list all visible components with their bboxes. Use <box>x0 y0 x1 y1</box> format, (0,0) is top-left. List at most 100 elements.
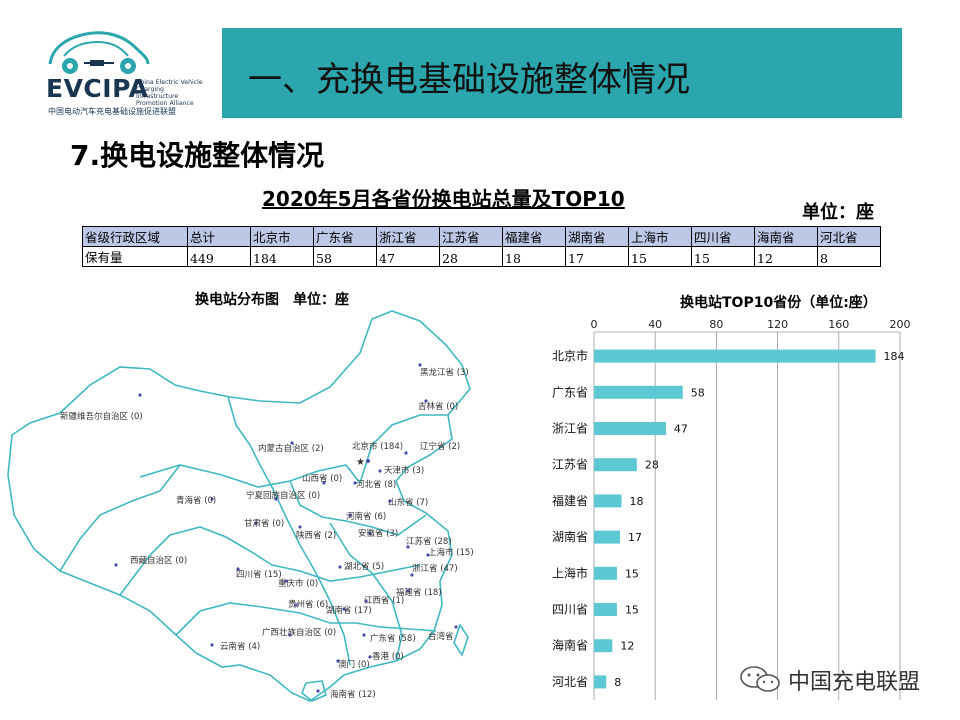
table-header-cell: 广东省 <box>313 226 377 247</box>
map-label: 重庆市 (0) <box>278 578 318 589</box>
banner-title: 一、充换电基础设施整体情况 <box>248 60 690 100</box>
hainan-outline <box>301 680 327 702</box>
table-header-cell: 海南省 <box>754 226 818 247</box>
bar <box>594 566 617 580</box>
map-label: 陕西省 (2) <box>296 530 336 541</box>
category-label: 湖南省 <box>552 529 588 544</box>
map-label: 浙江省 (47) <box>412 563 458 574</box>
map-label: 香港 (0) <box>372 651 404 662</box>
data-label: 15 <box>625 604 639 617</box>
table-cell: 15 <box>691 246 755 267</box>
bar <box>594 422 666 435</box>
map-label: 湖北省 (5) <box>344 561 384 572</box>
table-row: 保有量 449 184 58 47 28 18 17 15 15 12 8 <box>82 246 881 267</box>
table-header-cell: 福建省 <box>502 226 566 247</box>
data-label: 58 <box>691 386 705 399</box>
top10-bar-chart: 0 40 80 120 160 200 北京市 184 广东省 58 浙江省 47 江苏省 28 福建省 18… <box>552 318 911 700</box>
table-unit: 单位：座 <box>802 202 874 223</box>
map-label: 新疆维吾尔自治区 (0) <box>60 411 143 422</box>
capital-star-icon: ★ <box>356 457 365 468</box>
map-label: 台湾省 <box>428 631 454 642</box>
table-header-cell: 江苏省 <box>439 226 503 247</box>
logo-chinese-name: 中国电动汽车充电基础设施促进联盟 <box>48 107 176 116</box>
map-label: 辽宁省 (2) <box>420 441 460 452</box>
taiwan-outline <box>453 623 469 657</box>
map-label: 甘肃省 (0) <box>244 518 284 529</box>
map-label: 上海市 (15) <box>428 547 474 558</box>
data-label: 47 <box>674 423 688 436</box>
data-label: 17 <box>628 531 642 544</box>
x-tick-label: 40 <box>648 318 662 331</box>
table-header-cell: 河北省 <box>817 226 881 247</box>
map-label: 云南省 (4) <box>220 641 260 652</box>
category-label: 河北省 <box>552 675 588 689</box>
table-cell: 保有量 <box>82 246 188 267</box>
map-label: 广东省 (58) <box>370 633 416 644</box>
table-cell: 184 <box>250 246 314 267</box>
category-label: 浙江省 <box>552 422 588 436</box>
category-label: 福建省 <box>552 493 588 508</box>
map-label: 海南省 (12) <box>330 689 376 700</box>
chart-title: 换电站TOP10省份（单位:座） <box>680 295 877 311</box>
map-label: 广西壮族自治区 (0) <box>262 627 336 638</box>
map-label: 河南省 (6) <box>346 511 386 522</box>
bar <box>594 675 607 689</box>
table-header-cell: 省级行政区域 <box>82 226 188 247</box>
bar <box>594 494 622 508</box>
x-tick-label: 160 <box>828 318 849 331</box>
table-header-cell: 上海市 <box>628 226 692 247</box>
table-title: 2020年5月各省份换电站总量及TOP10 <box>262 187 625 211</box>
map-label: 河北省 (8) <box>356 479 396 490</box>
china-map: ★ 黑龙江省 (3) 吉林省 (0) 新疆维吾尔自治区 (0) 内蒙古自治区 (… <box>7 310 474 702</box>
bar <box>594 349 876 363</box>
bar <box>594 385 683 399</box>
map-label: 澳门 (0) <box>338 659 370 670</box>
logo-subtitle: China Electric Vehicle Charging Infrastr… <box>136 79 203 107</box>
section-title: 7.换电设施整体情况 <box>70 139 325 172</box>
logo-brand: EVCIPA <box>46 74 149 103</box>
map-border <box>139 464 361 488</box>
title-banner: 一、充换电基础设施整体情况 <box>222 28 902 118</box>
map-border <box>119 526 421 596</box>
map-label: 江西省 (1) <box>364 595 404 606</box>
wechat-icon <box>740 666 780 692</box>
table-header-cell: 浙江省 <box>376 226 440 247</box>
map-border <box>227 396 351 666</box>
map-outline <box>7 310 471 702</box>
map-label: 吉林省 (0) <box>418 401 458 412</box>
map-border <box>59 464 181 572</box>
map-label: 福建省 (18) <box>396 587 442 598</box>
category-label: 四川省 <box>552 603 588 617</box>
map-label: 宁夏回族自治区 (0) <box>246 490 320 501</box>
bar <box>594 458 637 472</box>
map-title: 换电站分布图 单位：座 <box>195 292 349 308</box>
watermark-text: 中国充电联盟 <box>788 670 921 695</box>
data-label: 15 <box>625 567 639 580</box>
map-label: 贵州省 (6) <box>288 599 328 610</box>
data-label: 18 <box>630 495 644 508</box>
category-label: 北京市 <box>552 348 588 363</box>
table-header-row: 省级行政区域 总计 北京市 广东省 浙江省 江苏省 福建省 湖南省 上海市 四川… <box>82 226 881 247</box>
bar <box>594 603 617 616</box>
category-label: 江苏省 <box>552 458 588 472</box>
map-label: 四川省 (15) <box>236 569 282 580</box>
map-label: 安徽省 (3) <box>358 528 398 539</box>
table-cell: 12 <box>754 246 818 267</box>
map-border <box>175 602 437 636</box>
table-header-cell: 湖南省 <box>565 226 629 247</box>
bar <box>594 639 613 653</box>
table-cell: 18 <box>502 246 566 267</box>
map-border <box>329 522 403 662</box>
table-header-cell: 总计 <box>187 226 251 247</box>
category-label: 上海市 <box>552 565 588 580</box>
category-label: 海南省 <box>552 638 588 653</box>
x-tick-label: 200 <box>890 318 911 331</box>
table-cell: 58 <box>313 246 377 267</box>
table-cell: 47 <box>376 246 440 267</box>
table-header-cell: 四川省 <box>691 226 755 247</box>
x-tick-label: 120 <box>767 318 788 331</box>
table-header-cell: 北京市 <box>250 226 314 247</box>
map-label: 江苏省 (28) <box>406 536 452 547</box>
table-cell: 449 <box>187 246 251 267</box>
map-border <box>289 480 427 536</box>
